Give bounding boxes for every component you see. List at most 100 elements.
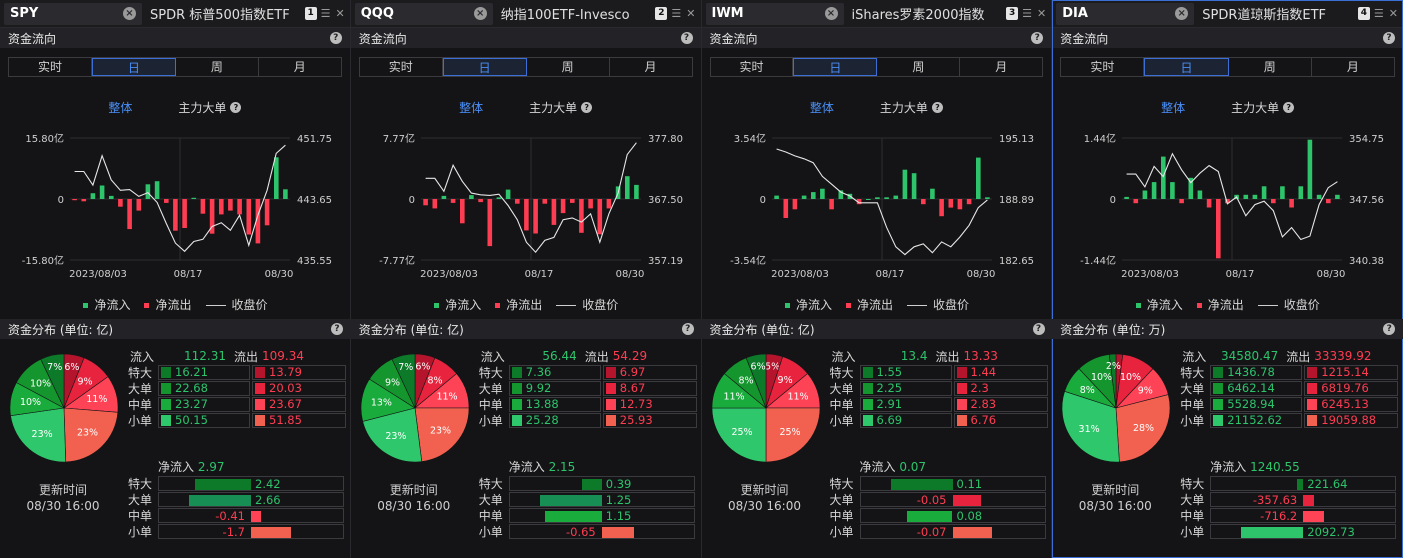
period-tab-3[interactable]: 月 xyxy=(1346,60,1359,74)
net-row: 中单 -716.2 xyxy=(1180,507,1398,523)
inflow-label: 流入 xyxy=(1182,349,1207,364)
flow-bar xyxy=(246,199,252,235)
flow-mode-selector: 整体 主力大单? xyxy=(702,99,1052,115)
period-tab-0[interactable]: 实时 xyxy=(1061,58,1145,76)
close-price-line xyxy=(74,144,286,253)
clear-icon[interactable]: × xyxy=(473,6,487,20)
help-icon[interactable]: ? xyxy=(1383,32,1395,44)
period-tab-3[interactable]: 月 xyxy=(644,60,657,74)
inflow-cell: 22.68 xyxy=(158,380,250,396)
close-icon[interactable]: ✕ xyxy=(686,7,696,20)
help-icon[interactable]: ? xyxy=(680,32,693,44)
flow-bar xyxy=(911,173,916,199)
distribution-section-header: 资金分布 (单位: 亿)? xyxy=(0,319,351,339)
settings-sliders-icon[interactable]: ☰ xyxy=(1373,7,1384,20)
legend-inflow-label: 净流入 xyxy=(445,298,482,312)
mode-overall[interactable]: 整体 xyxy=(809,101,834,115)
clear-icon[interactable]: × xyxy=(123,6,136,20)
flow-bar xyxy=(118,199,123,207)
pie-slice-label: 8% xyxy=(427,376,442,387)
mode-overall[interactable]: 整体 xyxy=(459,101,484,115)
period-tab-2[interactable]: 周 xyxy=(1229,58,1312,76)
net-inflow-label: 净流入 xyxy=(158,460,195,474)
flow-bar xyxy=(902,169,907,199)
legend-inflow: 净流入 xyxy=(784,296,832,313)
net-value: 2.42 xyxy=(255,476,281,491)
period-tab-1[interactable]: 日 xyxy=(91,58,176,76)
mode-main-force[interactable]: 主力大单? xyxy=(880,99,943,115)
help-icon[interactable]: ? xyxy=(931,101,943,113)
clear-icon[interactable]: × xyxy=(1175,6,1189,20)
inflow-cell: 2.91 xyxy=(859,396,952,412)
ticker-input[interactable]: IWM × xyxy=(705,2,844,25)
x-date-end: 08/30 xyxy=(265,269,294,280)
period-tab-2[interactable]: 周 xyxy=(877,58,961,76)
x-date-mid: 08/17 xyxy=(875,269,904,280)
mode-overall[interactable]: 整体 xyxy=(1161,101,1186,115)
period-tab-2[interactable]: 周 xyxy=(176,58,259,76)
net-bar-track: 0.11 xyxy=(859,475,1046,491)
help-icon[interactable]: ? xyxy=(681,323,694,335)
help-icon[interactable]: ? xyxy=(1032,323,1045,335)
mode-overall[interactable]: 整体 xyxy=(108,101,133,115)
help-icon[interactable]: ? xyxy=(1283,101,1295,113)
period-tab-0[interactable]: 实时 xyxy=(360,58,443,76)
settings-sliders-icon[interactable]: ☰ xyxy=(320,7,331,20)
y-left-min-label: -1.44亿 xyxy=(1080,254,1116,267)
mode-main-label: 主力大单 xyxy=(879,100,928,115)
flow-bar xyxy=(441,195,446,199)
flow-bar xyxy=(578,199,584,233)
update-time-label: 更新时间 xyxy=(1091,483,1140,497)
inflow-value: 25.28 xyxy=(525,413,559,427)
ticker-input[interactable]: QQQ × xyxy=(354,2,493,25)
inflow-value: 22.68 xyxy=(175,381,208,395)
period-tab-3[interactable]: 月 xyxy=(995,60,1008,74)
help-icon[interactable]: ? xyxy=(581,101,593,113)
flow-bar xyxy=(975,157,981,199)
close-icon[interactable]: ✕ xyxy=(1037,7,1047,20)
help-icon[interactable]: ? xyxy=(329,32,342,44)
flow-title: 资金流向 xyxy=(358,31,407,46)
table-row: 小单 50.15 51.85 xyxy=(128,412,346,428)
legend-inflow: 净流入 xyxy=(434,296,481,313)
period-tab-3[interactable]: 月 xyxy=(293,60,306,74)
pie-slice xyxy=(362,407,422,463)
settings-sliders-icon[interactable]: ☰ xyxy=(1022,7,1033,20)
panel-iwm[interactable]: IWM × iShares罗素2000指数 3 ☰ ✕ 资金流向? 实时日周 月整体 主力大单? 3… xyxy=(701,0,1053,558)
help-icon[interactable]: ? xyxy=(1031,32,1044,44)
mode-main-force[interactable]: 主力大单? xyxy=(178,99,242,115)
ticker-input[interactable]: DIA × xyxy=(1056,2,1195,25)
flow-bar xyxy=(1307,139,1313,199)
inflow-value: 2.91 xyxy=(876,397,903,411)
period-tab-1[interactable]: 日 xyxy=(1144,58,1229,76)
panel-spy[interactable]: SPY × SPDR 标普500指数ETF 1 ☰ ✕ 资金流向? 实时日周 月整体 主力大单? 1… xyxy=(0,0,351,558)
row-label: 特大 xyxy=(829,476,854,491)
net-bar xyxy=(582,478,602,490)
settings-sliders-icon[interactable]: ☰ xyxy=(671,7,682,20)
flow-legend: 净流入 净流出 收盘价 xyxy=(1052,296,1403,313)
period-tab-1[interactable]: 日 xyxy=(442,58,527,76)
period-tab-2[interactable]: 周 xyxy=(527,58,610,76)
panel-qqq[interactable]: QQQ × 纳指100ETF-Invesco 2 ☰ ✕ 资金流向? 实时日周 月整体 主力大单?… xyxy=(350,0,702,558)
ticker-input[interactable]: SPY × xyxy=(4,2,142,25)
flow-bar xyxy=(200,199,206,214)
close-icon[interactable]: ✕ xyxy=(1388,7,1398,20)
mode-main-force[interactable]: 主力大单? xyxy=(1231,99,1295,115)
close-icon[interactable]: ✕ xyxy=(335,7,345,20)
period-tab-0[interactable]: 实时 xyxy=(9,58,92,76)
fund-name: 纳指100ETF-Invesco xyxy=(500,8,630,23)
period-tab-0[interactable]: 实时 xyxy=(711,58,794,76)
clear-icon[interactable]: × xyxy=(824,6,838,20)
inflow-total: 56.44 xyxy=(542,349,577,363)
outflow-cell: 13.79 xyxy=(252,364,346,380)
mode-main-force[interactable]: 主力大单? xyxy=(529,99,593,115)
period-tab-1[interactable]: 日 xyxy=(793,58,878,76)
row-label: 小单 xyxy=(478,524,503,539)
panel-dia[interactable]: DIA × SPDR道琼斯指数ETF 4 ☰ ✕ 资金流向? 实时日周 月整体 主力大单? 1.44… xyxy=(1052,0,1403,558)
help-icon[interactable]: ? xyxy=(230,101,242,113)
help-icon[interactable]: ? xyxy=(1383,323,1396,335)
inflow-value: 6462.14 xyxy=(1227,381,1275,395)
help-icon[interactable]: ? xyxy=(331,323,343,335)
flow-bar xyxy=(1243,194,1249,199)
inflow-value: 7.36 xyxy=(525,365,552,379)
